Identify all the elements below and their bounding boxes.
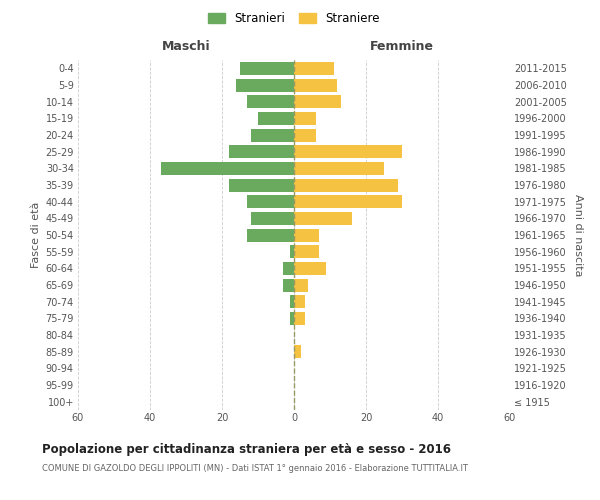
- Bar: [294, 178, 398, 192]
- Bar: [294, 162, 384, 175]
- Bar: [294, 295, 305, 308]
- Bar: [294, 212, 352, 225]
- Bar: [229, 145, 294, 158]
- Bar: [247, 195, 294, 208]
- Bar: [161, 162, 294, 175]
- Bar: [294, 312, 305, 325]
- Legend: Stranieri, Straniere: Stranieri, Straniere: [205, 8, 383, 28]
- Bar: [290, 312, 294, 325]
- Bar: [294, 245, 319, 258]
- Bar: [251, 128, 294, 141]
- Bar: [294, 95, 341, 108]
- Y-axis label: Fasce di età: Fasce di età: [31, 202, 41, 268]
- Bar: [283, 262, 294, 275]
- Bar: [294, 228, 319, 241]
- Bar: [294, 78, 337, 92]
- Text: Femmine: Femmine: [370, 40, 434, 54]
- Text: COMUNE DI GAZOLDO DEGLI IPPOLITI (MN) - Dati ISTAT 1° gennaio 2016 - Elaborazion: COMUNE DI GAZOLDO DEGLI IPPOLITI (MN) - …: [42, 464, 468, 473]
- Bar: [251, 212, 294, 225]
- Bar: [294, 62, 334, 75]
- Bar: [294, 128, 316, 141]
- Bar: [294, 195, 402, 208]
- Text: Maschi: Maschi: [161, 40, 211, 54]
- Bar: [247, 95, 294, 108]
- Y-axis label: Anni di nascita: Anni di nascita: [572, 194, 583, 276]
- Bar: [229, 178, 294, 192]
- Bar: [258, 112, 294, 125]
- Bar: [290, 245, 294, 258]
- Bar: [290, 295, 294, 308]
- Bar: [294, 145, 402, 158]
- Bar: [236, 78, 294, 92]
- Bar: [240, 62, 294, 75]
- Bar: [294, 112, 316, 125]
- Bar: [294, 345, 301, 358]
- Bar: [283, 278, 294, 291]
- Bar: [294, 278, 308, 291]
- Text: Popolazione per cittadinanza straniera per età e sesso - 2016: Popolazione per cittadinanza straniera p…: [42, 442, 451, 456]
- Bar: [247, 228, 294, 241]
- Bar: [294, 262, 326, 275]
